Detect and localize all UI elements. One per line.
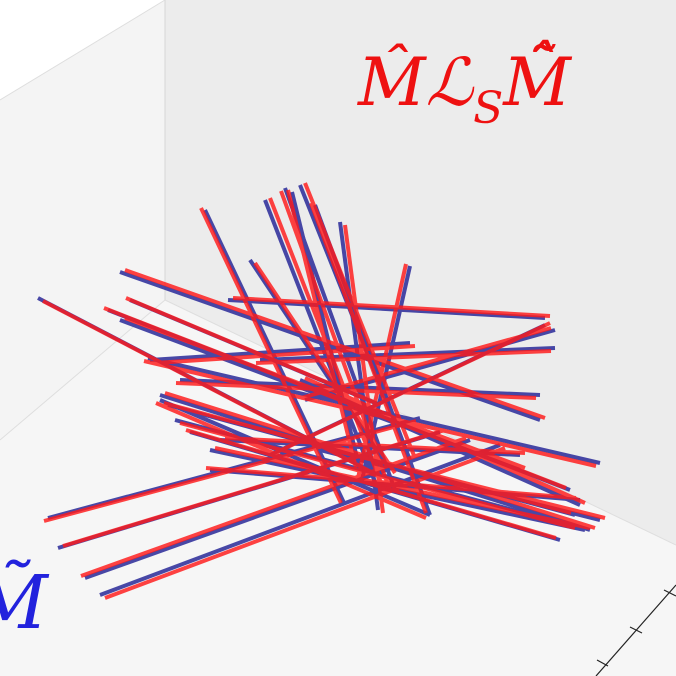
red-line xyxy=(175,381,537,400)
red-line xyxy=(205,466,577,500)
axis-ticks xyxy=(595,584,676,676)
red-line xyxy=(154,344,416,365)
red-line xyxy=(253,261,397,475)
red-line xyxy=(356,263,408,479)
blue-line xyxy=(99,443,501,597)
red-line-set xyxy=(42,182,606,600)
red-line xyxy=(104,446,506,600)
pane-back xyxy=(165,0,676,545)
red-line xyxy=(185,428,557,540)
blue-line xyxy=(159,398,431,517)
top-right-math-label: M̂ℒSM̃̂ xyxy=(358,44,571,134)
red-line xyxy=(255,349,552,365)
red-line xyxy=(304,376,586,505)
red-line xyxy=(324,446,606,520)
red-line xyxy=(343,224,385,514)
pane-edge-left xyxy=(0,0,166,101)
red-line xyxy=(80,436,467,578)
bottom-left-math-label: M̃ xyxy=(0,566,48,640)
blue-line xyxy=(290,191,362,471)
red-line xyxy=(232,296,551,318)
red-line xyxy=(274,321,551,455)
pane-left xyxy=(0,0,165,440)
red-line xyxy=(300,326,552,400)
red-line xyxy=(155,401,427,520)
blue-line xyxy=(259,346,556,362)
blue-line xyxy=(149,341,411,362)
red-line xyxy=(124,316,526,470)
red-line xyxy=(303,182,417,459)
red-line xyxy=(286,189,358,469)
